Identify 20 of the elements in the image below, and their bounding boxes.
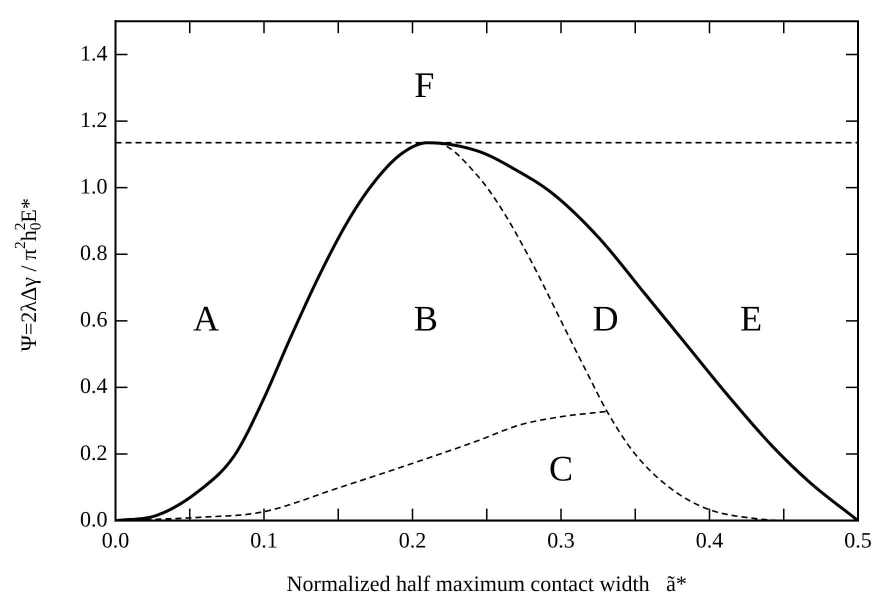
x-tick-label: 0.3 xyxy=(547,528,575,553)
annotation: A xyxy=(193,298,220,338)
y-tick-label: 1.4 xyxy=(80,40,108,66)
annotation: B xyxy=(414,298,438,338)
y-tick-label: 0.8 xyxy=(80,240,108,266)
annotation: F xyxy=(414,65,434,106)
y-tick-label: 0.4 xyxy=(80,373,108,398)
annotation: C xyxy=(548,448,574,489)
annotation: E xyxy=(740,298,762,338)
annotation: D xyxy=(592,298,619,338)
y-tick-label: 0.6 xyxy=(80,306,108,332)
y-tick-label: 1.0 xyxy=(80,173,108,198)
x-tick-label: 0.1 xyxy=(250,528,278,553)
x-tick-label: 0.5 xyxy=(844,528,872,553)
y-axis-title: Ψ=2λΔγ / π2h02E* xyxy=(12,198,45,352)
x-axis-title: Normalized half maximum contact width ã* xyxy=(286,570,687,596)
y-tick-label: 0.2 xyxy=(80,440,108,465)
x-tick-label: 0.4 xyxy=(696,528,724,553)
x-tick-label: 0.2 xyxy=(398,528,426,553)
y-tick-label: 1.2 xyxy=(80,106,108,132)
